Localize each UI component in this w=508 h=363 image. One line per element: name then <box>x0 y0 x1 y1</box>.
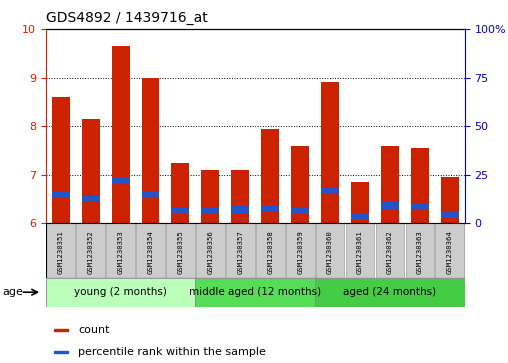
Bar <box>435 223 464 278</box>
Text: GSM1230362: GSM1230362 <box>387 230 393 274</box>
Bar <box>441 212 459 219</box>
Bar <box>112 177 130 183</box>
Text: count: count <box>78 325 110 335</box>
Text: GSM1230364: GSM1230364 <box>447 230 453 274</box>
Text: GSM1230354: GSM1230354 <box>147 230 153 274</box>
Text: GSM1230352: GSM1230352 <box>87 230 93 274</box>
Text: GSM1230359: GSM1230359 <box>297 230 303 274</box>
Bar <box>112 46 130 223</box>
Bar <box>381 146 399 223</box>
Bar <box>142 78 160 223</box>
Bar <box>226 223 255 278</box>
Bar <box>345 223 374 278</box>
Bar <box>76 223 105 278</box>
Bar <box>231 206 249 213</box>
Text: middle aged (12 months): middle aged (12 months) <box>189 287 322 297</box>
Text: GSM1230356: GSM1230356 <box>207 230 213 274</box>
Bar <box>321 187 339 193</box>
Bar <box>411 148 429 223</box>
Bar <box>106 223 135 278</box>
Bar <box>54 351 68 353</box>
Bar <box>381 202 399 209</box>
Bar <box>261 129 279 223</box>
Bar <box>411 204 429 210</box>
Bar <box>136 223 165 278</box>
Text: GSM1230353: GSM1230353 <box>117 230 123 274</box>
Bar <box>201 170 219 223</box>
Bar <box>351 213 369 219</box>
Bar <box>142 192 160 198</box>
Bar <box>52 97 70 223</box>
Bar <box>54 329 68 331</box>
Bar <box>375 223 404 278</box>
Text: GDS4892 / 1439716_at: GDS4892 / 1439716_at <box>46 11 207 25</box>
Bar <box>166 223 195 278</box>
Bar <box>171 163 189 223</box>
Bar <box>46 223 75 278</box>
Text: GSM1230363: GSM1230363 <box>417 230 423 274</box>
Bar <box>291 207 309 213</box>
Bar <box>201 208 219 214</box>
Text: GSM1230360: GSM1230360 <box>327 230 333 274</box>
Bar <box>196 278 315 307</box>
Bar <box>291 146 309 223</box>
Bar <box>351 182 369 223</box>
Bar <box>315 278 465 307</box>
Bar <box>82 119 100 223</box>
Text: GSM1230358: GSM1230358 <box>267 230 273 274</box>
Text: age: age <box>3 287 23 297</box>
Bar <box>405 223 434 278</box>
Bar <box>52 192 70 198</box>
Text: GSM1230351: GSM1230351 <box>58 230 64 274</box>
Bar <box>321 82 339 223</box>
Bar <box>82 196 100 202</box>
Text: GSM1230357: GSM1230357 <box>237 230 243 274</box>
Bar <box>256 223 284 278</box>
Bar <box>261 205 279 211</box>
Text: young (2 months): young (2 months) <box>74 287 167 297</box>
Text: GSM1230361: GSM1230361 <box>357 230 363 274</box>
Text: aged (24 months): aged (24 months) <box>343 287 436 297</box>
Text: GSM1230355: GSM1230355 <box>177 230 183 274</box>
Bar <box>286 223 314 278</box>
Bar <box>231 170 249 223</box>
Bar <box>316 223 344 278</box>
Bar <box>441 177 459 223</box>
Bar <box>196 223 225 278</box>
Bar <box>46 278 196 307</box>
Text: percentile rank within the sample: percentile rank within the sample <box>78 347 266 357</box>
Bar <box>171 208 189 214</box>
